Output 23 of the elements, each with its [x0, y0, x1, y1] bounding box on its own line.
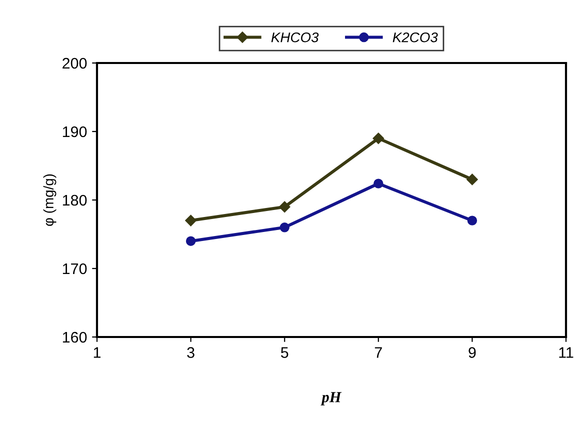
point: [185, 214, 196, 226]
y-tick-label: 200: [62, 58, 87, 69]
x-tick-label: 9: [468, 347, 476, 358]
point: [278, 201, 290, 212]
legend-label: KHCO3: [271, 32, 319, 42]
y-tick-label: 190: [62, 126, 87, 138]
point: [280, 222, 290, 232]
x-tick-label: 5: [280, 347, 288, 358]
point: [374, 178, 384, 188]
y-axis-title: φ (mg/g): [43, 174, 56, 226]
y-tick-label: 160: [62, 332, 87, 343]
x-tick-label: 7: [374, 347, 382, 358]
point: [467, 216, 478, 226]
y-tick-label: 170: [62, 263, 87, 274]
legend-label: K2CO3: [392, 32, 438, 42]
x-tick-label: 3: [187, 347, 194, 358]
point: [466, 174, 478, 186]
x-axis-title: pH: [320, 392, 342, 406]
point: [186, 236, 196, 246]
x-tick-label: 1: [94, 347, 101, 358]
point: [372, 132, 384, 144]
x-tick-label: 11: [559, 347, 574, 358]
y-tick-label: 180: [62, 194, 87, 206]
